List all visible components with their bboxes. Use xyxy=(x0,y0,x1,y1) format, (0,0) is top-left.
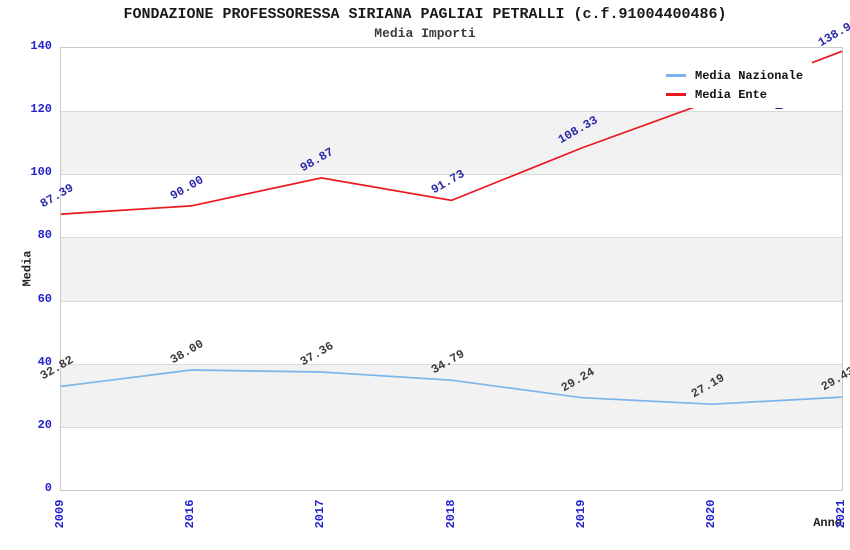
gridline-y-80 xyxy=(61,237,842,239)
chart-title: FONDAZIONE PROFESSORESSA SIRIANA PAGLIAI… xyxy=(123,6,727,23)
legend-item-media-ente: Media Ente xyxy=(666,85,812,104)
x-tick-label-2017: 2017 xyxy=(313,499,328,529)
gridline-y-20 xyxy=(61,426,842,428)
y-tick-label-20: 20 xyxy=(37,417,52,432)
y-tick-label-80: 80 xyxy=(37,228,52,243)
y-tick-label-0: 0 xyxy=(44,481,52,495)
media-ente-line-icon xyxy=(666,93,686,96)
y-tick-label-40: 40 xyxy=(37,354,52,369)
y-tick-label-100: 100 xyxy=(30,165,52,180)
gridline-y-120 xyxy=(61,111,842,113)
legend: Media Nazionale Media Ente xyxy=(660,62,812,108)
background-band xyxy=(61,237,842,301)
series-line-media-nazionale xyxy=(60,369,843,406)
x-tick-label-2016: 2016 xyxy=(183,499,198,529)
y-tick-label-60: 60 xyxy=(37,291,52,306)
x-tick-label-2020: 2020 xyxy=(703,499,718,529)
gridline-y-60 xyxy=(61,300,842,302)
y-tick-label-120: 120 xyxy=(30,102,52,117)
legend-item-media-nazionale: Media Nazionale xyxy=(666,66,812,85)
background-band xyxy=(61,363,842,427)
gridline-y-100 xyxy=(61,174,842,176)
x-axis-title: Anno xyxy=(813,516,842,530)
gridline-y-40 xyxy=(61,363,842,365)
y-tick-label-140: 140 xyxy=(30,39,52,53)
legend-label-media-ente: Media Ente xyxy=(695,87,768,102)
plot-area: 32.82 38.00 37.36 34.79 29.24 27.19 29.43 87.39… xyxy=(38,17,850,491)
background-band xyxy=(61,111,842,175)
x-tick-label-2009: 2009 xyxy=(53,499,67,529)
media-nazionale-line-icon xyxy=(666,74,686,77)
y-axis-title: Media xyxy=(20,250,35,287)
chart-subtitle: Media Importi xyxy=(374,26,476,41)
x-tick-label-2021: 2021 xyxy=(834,499,848,529)
x-tick-label-2019: 2019 xyxy=(573,499,588,529)
legend-label-media-nazionale: Media Nazionale xyxy=(695,68,804,83)
series-lines xyxy=(60,50,843,406)
x-tick-label-2018: 2018 xyxy=(443,499,458,529)
